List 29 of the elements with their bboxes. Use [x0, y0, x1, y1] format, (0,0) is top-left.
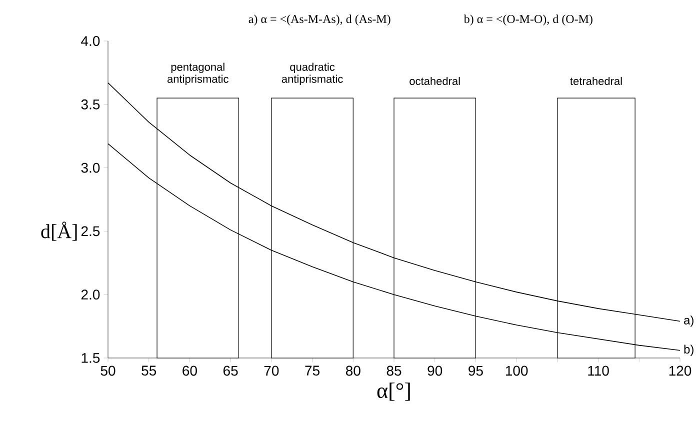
series-label: b)	[684, 344, 694, 356]
band-label: pentagonal antiprismatic	[167, 62, 228, 86]
y-axis-title: d[Å]	[41, 222, 77, 241]
x-tick-label: 65	[223, 366, 238, 376]
x-tick-label: 95	[468, 366, 483, 376]
x-tick-label: 90	[428, 366, 442, 376]
x-tick-label: 75	[305, 366, 320, 376]
x-axis-title: α[°]	[377, 382, 410, 401]
x-tick-label: 50	[100, 366, 116, 376]
x-tick-label: 100	[506, 366, 528, 376]
x-tick-label: 80	[346, 366, 360, 376]
x-tick-label: 85	[386, 366, 402, 376]
x-tick-label: 55	[142, 366, 156, 376]
y-tick-label: 3.0	[81, 162, 100, 173]
text: a) α = <(As-M-As), d (As-M)	[248, 14, 390, 26]
x-tick-label: 110	[588, 366, 609, 376]
y-tick-label: 3.5	[81, 99, 100, 110]
x-tick-label: 60	[182, 366, 197, 376]
text: b) α = <(O-M-O), d (O-M)	[464, 14, 592, 26]
y-tick-label: 2.5	[81, 226, 100, 236]
y-tick-label: 4.0	[81, 36, 100, 46]
band-label: tetrahedral	[570, 76, 622, 86]
y-tick-label: 1.5	[82, 353, 100, 363]
band-label: octahedral	[410, 76, 460, 86]
band-label: quadratic antiprismatic	[282, 62, 343, 86]
series-label: a)	[684, 316, 694, 327]
x-tick-label: 120	[669, 366, 692, 376]
x-tick-label: 70	[264, 366, 279, 376]
y-tick-label: 2.0	[81, 290, 100, 300]
